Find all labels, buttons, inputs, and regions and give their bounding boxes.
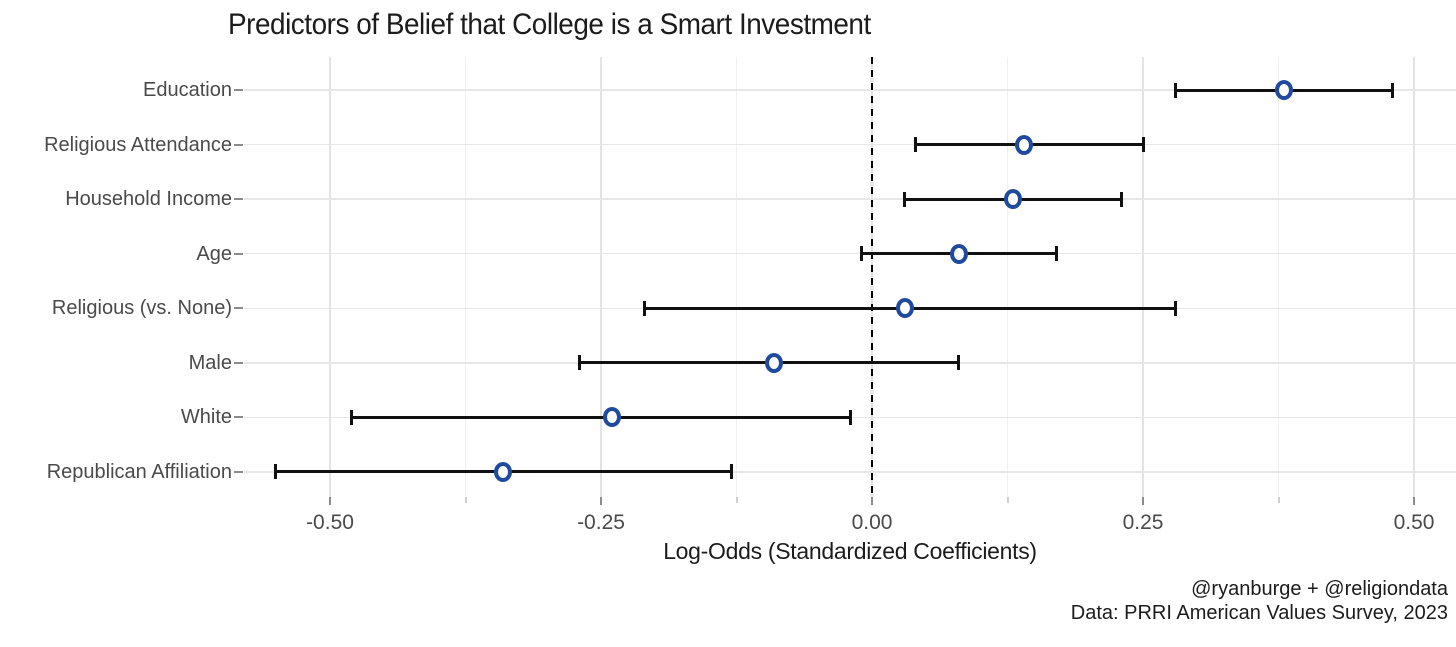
caption-credit: @ryanburge + @religiondata bbox=[1191, 578, 1448, 600]
error-bar-cap bbox=[903, 191, 907, 207]
x-tick-label: -0.50 bbox=[306, 511, 354, 534]
major-gridline bbox=[1142, 57, 1144, 497]
y-axis-label: Household Income bbox=[65, 188, 232, 211]
y-axis-label: Religious (vs. None) bbox=[51, 297, 232, 320]
estimate-point bbox=[1014, 134, 1033, 155]
x-minor-tick-mark bbox=[735, 497, 738, 503]
estimate-point bbox=[1274, 80, 1293, 100]
major-gridline bbox=[329, 57, 331, 497]
error-bar-cap bbox=[1174, 300, 1178, 316]
error-bar-cap bbox=[350, 409, 354, 425]
error-bar-cap bbox=[848, 409, 852, 425]
minor-gridline bbox=[1007, 57, 1008, 497]
y-tick-mark bbox=[234, 470, 243, 473]
y-tick-mark bbox=[234, 416, 243, 419]
error-bar-cap bbox=[729, 464, 733, 480]
category-gridline bbox=[244, 471, 1456, 473]
y-axis-label: Male bbox=[188, 351, 232, 374]
estimate-point bbox=[494, 461, 513, 482]
x-tick-label: -0.25 bbox=[577, 511, 625, 534]
x-tick-mark bbox=[329, 497, 331, 505]
y-tick-mark bbox=[234, 361, 243, 364]
error-bar-cap bbox=[957, 355, 961, 371]
y-axis-label: Religious Attendance bbox=[44, 133, 232, 156]
major-gridline bbox=[600, 57, 602, 497]
category-gridline bbox=[244, 198, 1456, 200]
y-tick-mark bbox=[234, 198, 243, 201]
estimate-point bbox=[602, 407, 621, 428]
y-axis-label: Education bbox=[143, 79, 232, 101]
estimate-point bbox=[895, 298, 914, 319]
minor-gridline bbox=[465, 57, 466, 497]
plot-panel bbox=[244, 57, 1456, 497]
major-gridline bbox=[1413, 57, 1415, 497]
y-axis-label: White bbox=[180, 406, 232, 429]
minor-gridline bbox=[1278, 57, 1279, 497]
x-tick-mark bbox=[1142, 497, 1144, 505]
y-tick-mark bbox=[234, 143, 243, 146]
x-tick-mark bbox=[600, 497, 602, 505]
minor-gridline bbox=[736, 57, 737, 497]
error-bar bbox=[351, 415, 851, 419]
category-gridline bbox=[244, 89, 1456, 91]
error-bar-cap bbox=[1054, 246, 1058, 262]
error-bar-cap bbox=[913, 137, 917, 153]
x-axis-title: Log-Odds (Standardized Coefficients) bbox=[663, 538, 1037, 564]
y-axis-label: Republican Affiliation bbox=[46, 460, 232, 483]
error-bar-cap bbox=[1141, 137, 1145, 153]
error-bar-cap bbox=[1174, 82, 1178, 98]
x-tick-label: 0.50 bbox=[1393, 511, 1435, 534]
y-tick-mark bbox=[234, 252, 243, 255]
category-gridline bbox=[244, 252, 1456, 255]
error-bar-cap bbox=[859, 246, 863, 262]
chart-title: Predictors of Belief that College is a S… bbox=[228, 8, 871, 41]
x-minor-tick-mark bbox=[464, 497, 467, 503]
category-gridline bbox=[244, 143, 1456, 146]
error-bar-cap bbox=[1119, 191, 1123, 207]
x-tick-label: 0.00 bbox=[851, 511, 893, 534]
error-bar-cap bbox=[274, 464, 278, 480]
x-minor-tick-mark bbox=[1277, 497, 1280, 503]
estimate-point bbox=[765, 352, 784, 373]
x-tick-mark bbox=[1413, 497, 1415, 505]
y-tick-mark bbox=[234, 307, 243, 310]
x-tick-label: 0.25 bbox=[1122, 511, 1164, 534]
error-bar-cap bbox=[577, 355, 581, 371]
caption-source: Data: PRRI American Values Survey, 2023 bbox=[1070, 602, 1448, 624]
estimate-point bbox=[1003, 189, 1022, 210]
estimate-point bbox=[949, 243, 968, 264]
error-bar-cap bbox=[642, 300, 646, 316]
y-tick-mark bbox=[234, 89, 243, 91]
chart-caption: @ryanburge + @religiondata Data: PRRI Am… bbox=[1071, 577, 1448, 625]
error-bar-cap bbox=[1390, 82, 1394, 98]
zero-reference-line bbox=[871, 57, 873, 497]
x-tick-mark bbox=[871, 497, 873, 505]
x-minor-tick-mark bbox=[1006, 497, 1009, 503]
y-axis-label: Age bbox=[196, 242, 232, 265]
